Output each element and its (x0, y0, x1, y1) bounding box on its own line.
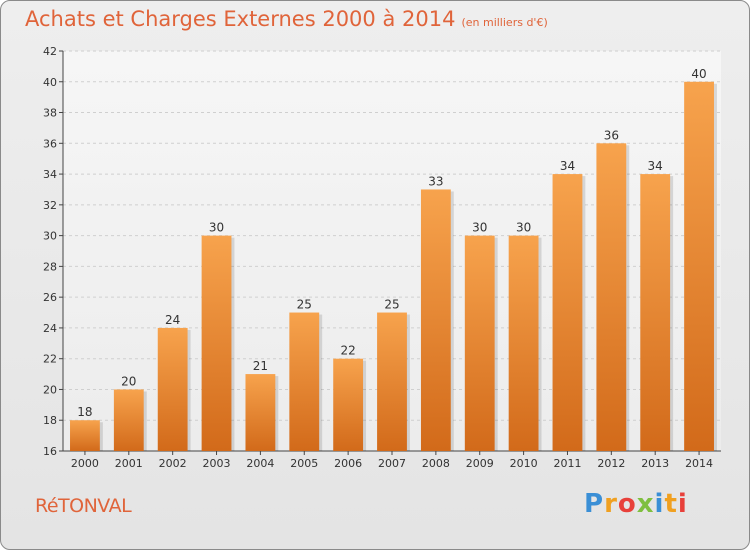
data-label-2008: 33 (428, 174, 443, 188)
data-label-2014: 40 (691, 67, 706, 81)
bar-2005 (289, 312, 320, 451)
commune-name: RéTONVAL (35, 495, 132, 517)
data-label-2010: 30 (516, 221, 531, 235)
bar-2006 (333, 358, 364, 451)
logo-letter: o (617, 489, 637, 519)
x-tick-label-2010: 2010 (510, 457, 538, 470)
y-tick-label: 32 (43, 199, 57, 212)
bar-2001 (113, 389, 144, 451)
data-label-2007: 25 (384, 298, 399, 312)
logo-letter: r (604, 489, 618, 519)
y-tick-label: 24 (43, 322, 57, 335)
y-tick-label: 28 (43, 260, 57, 273)
logo-letter: x (636, 489, 655, 519)
data-label-2002: 24 (165, 313, 180, 327)
x-tick-label-2012: 2012 (597, 457, 625, 470)
logo-letter: i (677, 489, 688, 519)
x-tick-label-2008: 2008 (422, 457, 450, 470)
y-tick-label: 36 (43, 137, 57, 150)
bar-2003 (201, 235, 232, 451)
proxiti-logo: Proxiti (584, 489, 688, 519)
data-label-2004: 21 (253, 359, 268, 373)
y-tick-label: 40 (43, 76, 57, 89)
y-tick-label: 30 (43, 230, 57, 243)
bar-2004 (245, 374, 276, 451)
chart-title: Achats et Charges Externes 2000 à 2014 (e… (25, 7, 548, 31)
bar-2009 (464, 235, 495, 451)
y-tick-label: 16 (43, 445, 57, 458)
data-label-2001: 20 (121, 374, 136, 388)
x-tick-label-2014: 2014 (685, 457, 713, 470)
data-label-2000: 18 (77, 405, 92, 419)
bar-2000 (70, 420, 100, 451)
bar-2013 (640, 174, 671, 452)
x-tick-label-2002: 2002 (159, 457, 187, 470)
x-tick-label-2005: 2005 (290, 457, 318, 470)
data-label-2003: 30 (209, 221, 224, 235)
x-tick-label-2007: 2007 (378, 457, 406, 470)
y-tick-label: 42 (43, 45, 57, 58)
data-label-2012: 36 (604, 128, 619, 142)
x-tick-label-2009: 2009 (466, 457, 494, 470)
bar-2007 (377, 312, 407, 451)
logo-letter: t (664, 489, 678, 519)
data-label-2011: 34 (560, 159, 575, 173)
bar-2008 (420, 189, 451, 451)
x-tick-label-2001: 2001 (115, 457, 143, 470)
x-tick-label-2011: 2011 (553, 457, 581, 470)
x-tick-label-2006: 2006 (334, 457, 362, 470)
x-tick-label-2013: 2013 (641, 457, 669, 470)
data-label-2006: 22 (340, 344, 355, 358)
x-tick-label-2000: 2000 (71, 457, 99, 470)
y-tick-label: 34 (43, 168, 57, 181)
x-tick-label-2004: 2004 (246, 457, 274, 470)
y-tick-label: 20 (43, 383, 57, 396)
bar-2012 (596, 143, 627, 452)
chart-title-text: Achats et Charges Externes 2000 à 2014 (25, 7, 456, 31)
data-label-2009: 30 (472, 221, 487, 235)
bar-2014 (684, 81, 714, 452)
bar-2010 (508, 235, 539, 451)
y-tick-label: 18 (43, 414, 57, 427)
bar-2011 (552, 174, 583, 452)
chart-subtitle: (en milliers d'€) (461, 16, 548, 29)
y-tick-label: 38 (43, 107, 57, 120)
y-tick-label: 26 (43, 291, 57, 304)
data-label-2005: 25 (297, 298, 312, 312)
logo-letter: i (654, 489, 665, 519)
logo-letter: P (584, 489, 605, 519)
x-tick-label-2003: 2003 (203, 457, 231, 470)
data-label-2013: 34 (648, 159, 663, 173)
bar-2002 (157, 327, 188, 451)
y-tick-label: 22 (43, 353, 57, 366)
